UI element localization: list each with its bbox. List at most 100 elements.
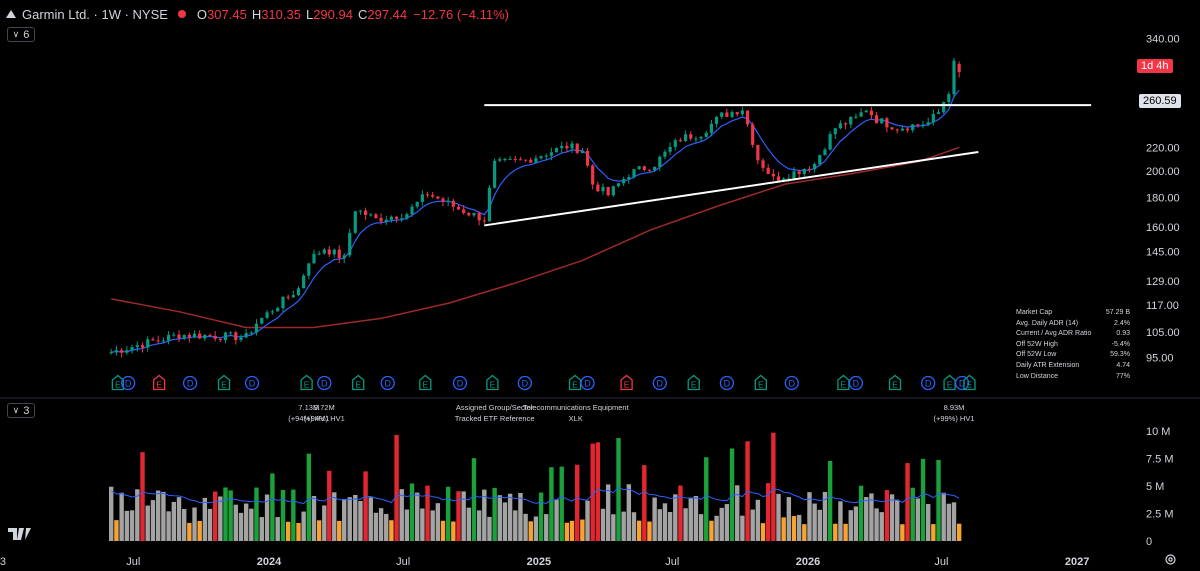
candle-body[interactable] — [198, 333, 202, 339]
candle-body[interactable] — [916, 124, 920, 126]
candle-body[interactable] — [213, 335, 217, 339]
volume-bar[interactable] — [869, 493, 874, 541]
volume-bar[interactable] — [549, 467, 554, 541]
volume-bar[interactable] — [384, 513, 389, 541]
candle-body[interactable] — [684, 134, 688, 141]
volume-bar[interactable] — [544, 514, 549, 541]
volume-bar[interactable] — [456, 491, 461, 541]
candle-body[interactable] — [575, 143, 579, 153]
dividend-marker-icon[interactable] — [921, 375, 936, 391]
candle-body[interactable] — [813, 164, 817, 170]
candle-body[interactable] — [229, 332, 233, 334]
candle-body[interactable] — [389, 216, 393, 220]
volume-bar[interactable] — [254, 487, 259, 541]
volume-bar[interactable] — [698, 514, 704, 541]
volume-bar[interactable] — [176, 497, 182, 541]
candle-body[interactable] — [926, 122, 930, 125]
candle-body[interactable] — [498, 159, 502, 161]
volume-bar[interactable] — [228, 490, 233, 541]
candle-body[interactable] — [172, 334, 176, 336]
candle-body[interactable] — [580, 150, 584, 153]
volume-bar[interactable] — [275, 517, 280, 541]
dividend-marker-icon[interactable] — [719, 375, 735, 391]
volume-bar[interactable] — [559, 466, 564, 541]
candle-body[interactable] — [611, 186, 615, 196]
candle-body[interactable] — [270, 311, 274, 313]
volume-bar[interactable] — [192, 507, 197, 541]
candle-body[interactable] — [192, 333, 197, 338]
volume-bar[interactable] — [647, 521, 652, 541]
dividend-marker-icon[interactable] — [954, 375, 970, 391]
dividend-marker-icon[interactable] — [317, 375, 332, 391]
gear-icon[interactable] — [1164, 553, 1177, 566]
volume-bar[interactable] — [358, 501, 363, 541]
volume-bar[interactable] — [714, 515, 719, 541]
candle-body[interactable] — [513, 158, 517, 160]
candle-body[interactable] — [167, 334, 171, 341]
volume-bar[interactable] — [161, 491, 166, 541]
candle-body[interactable] — [745, 110, 750, 125]
candle-body[interactable] — [374, 214, 378, 218]
candle-body[interactable] — [849, 117, 853, 125]
volume-bar[interactable] — [513, 510, 518, 541]
volume-bar[interactable] — [781, 517, 786, 541]
dividend-marker-icon[interactable] — [784, 375, 799, 391]
volume-bar[interactable] — [197, 520, 202, 541]
candle-body[interactable] — [549, 152, 554, 156]
volume-bar[interactable] — [920, 458, 926, 541]
volume-bar[interactable] — [776, 493, 781, 541]
candle-body[interactable] — [467, 213, 471, 216]
candle-body[interactable] — [632, 169, 636, 178]
candle-body[interactable] — [833, 128, 837, 135]
candle-body[interactable] — [596, 184, 600, 192]
volume-bar[interactable] — [404, 509, 410, 541]
volume-bar[interactable] — [233, 504, 239, 541]
volume-bar[interactable] — [817, 509, 822, 541]
volume-bar[interactable] — [838, 501, 843, 541]
candle-body[interactable] — [668, 146, 672, 152]
volume-bar[interactable] — [471, 458, 477, 541]
earnings-marker-icon[interactable] — [837, 374, 850, 391]
volume-bar[interactable] — [605, 484, 611, 541]
candle-body[interactable] — [802, 168, 806, 174]
volume-bar[interactable] — [129, 510, 135, 541]
candle-body[interactable] — [508, 158, 512, 160]
candle-body[interactable] — [647, 169, 652, 171]
volume-bar[interactable] — [667, 511, 673, 541]
volume-bar[interactable] — [662, 503, 668, 541]
candle-body[interactable] — [353, 211, 357, 233]
candle-body[interactable] — [585, 150, 590, 166]
volume-bar[interactable] — [461, 491, 466, 541]
volume-bar[interactable] — [492, 487, 497, 541]
candle-body[interactable] — [307, 263, 311, 276]
volume-bar[interactable] — [332, 492, 337, 541]
volume-bar[interactable] — [476, 510, 482, 541]
volume-bar[interactable] — [740, 515, 745, 541]
volume-bar[interactable] — [931, 524, 936, 541]
candle-body[interactable] — [529, 159, 533, 163]
volume-bar[interactable] — [373, 512, 379, 541]
volume-bar[interactable] — [580, 519, 585, 541]
volume-bar[interactable] — [683, 508, 688, 541]
volume-pane-indicators-button[interactable]: ∨ 3 — [7, 403, 35, 418]
dividend-marker-icon[interactable] — [244, 375, 260, 391]
candle-body[interactable] — [394, 216, 399, 219]
horizontal-level-tag[interactable]: 260.59 — [1139, 94, 1181, 108]
volume-bar[interactable] — [347, 497, 352, 541]
candle-body[interactable] — [322, 249, 326, 254]
candle-body[interactable] — [254, 323, 259, 333]
volume-bar[interactable] — [311, 496, 317, 541]
candle-body[interactable] — [570, 143, 574, 149]
volume-bar[interactable] — [409, 483, 415, 541]
volume-bar[interactable] — [394, 434, 399, 541]
volume-bar[interactable] — [631, 512, 637, 541]
candle-body[interactable] — [151, 339, 155, 341]
volume-bar[interactable] — [874, 508, 879, 541]
volume-bar[interactable] — [523, 513, 528, 541]
volume-bar[interactable] — [451, 521, 456, 541]
volume-bar[interactable] — [166, 511, 171, 541]
candle-body[interactable] — [694, 138, 698, 140]
volume-bar[interactable] — [704, 457, 709, 541]
candle-body[interactable] — [244, 333, 248, 338]
